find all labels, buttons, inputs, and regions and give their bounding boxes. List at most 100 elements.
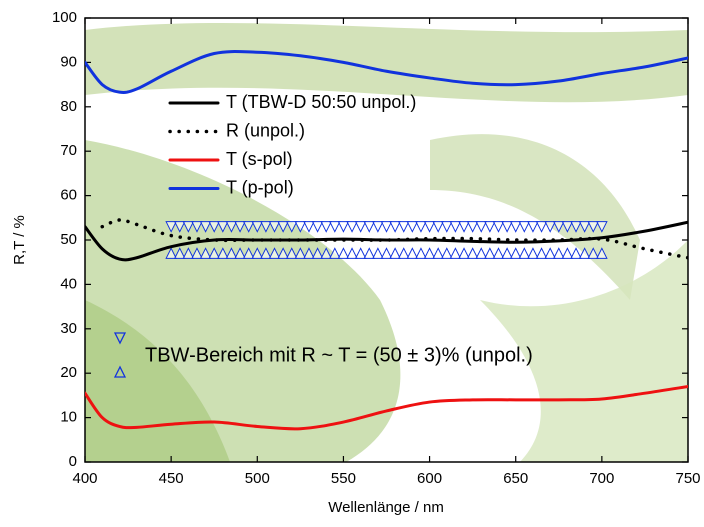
band-upper-marker	[182, 221, 195, 233]
band-lower-marker	[552, 247, 565, 259]
y-axis-label: R,T / %	[11, 215, 28, 265]
y-tick-label: 100	[52, 9, 77, 26]
band-lower-marker	[242, 247, 255, 259]
series-line	[100, 218, 688, 260]
band-lower-marker	[173, 247, 186, 259]
y-tick-label: 80	[60, 98, 77, 115]
legend-swatch	[113, 365, 127, 378]
band-upper-marker	[389, 221, 401, 233]
band-lower-marker	[570, 247, 582, 259]
background-decoration	[85, 18, 688, 462]
band-upper-marker	[173, 221, 186, 233]
band-lower-marker	[458, 247, 470, 259]
band-upper-marker	[337, 221, 350, 233]
band-upper-marker	[354, 221, 367, 233]
band-lower-marker	[423, 247, 436, 259]
band-upper-marker	[294, 221, 307, 233]
band-lower-marker	[303, 247, 315, 259]
x-tick-label: 450	[159, 470, 184, 487]
y-tick-label: 0	[69, 453, 77, 470]
band-upper-marker	[484, 221, 496, 233]
band-lower-marker	[587, 247, 600, 259]
legend-label: T (TBW-D 50:50 unpol.)	[226, 92, 416, 112]
y-tick-label: 70	[60, 142, 77, 159]
y-tick-label: 10	[60, 409, 77, 426]
band-upper-marker	[561, 221, 574, 233]
band-upper-marker	[596, 221, 608, 233]
band-upper-marker	[311, 221, 324, 233]
band-lower-marker	[329, 247, 341, 259]
band-upper-marker	[208, 221, 221, 233]
band-lower-marker	[234, 247, 246, 259]
band-lower-marker	[277, 247, 289, 259]
band-lower-marker	[225, 247, 238, 259]
band-lower-marker	[518, 247, 531, 259]
plot-layer	[85, 50, 688, 431]
band-lower-marker	[311, 247, 324, 259]
band-lower-marker	[372, 247, 384, 259]
band-lower-marker	[492, 247, 505, 259]
series-line	[85, 50, 688, 94]
band-upper-marker	[165, 221, 177, 233]
x-tick-label: 400	[72, 470, 97, 487]
band-upper-marker	[285, 221, 298, 233]
band-lower-marker	[466, 247, 479, 259]
band-lower-marker	[337, 247, 350, 259]
band-lower-marker	[561, 247, 574, 259]
x-axis-label: Wellenlänge / nm	[328, 499, 444, 516]
band-lower-marker	[484, 247, 496, 259]
band-lower-marker	[354, 247, 367, 259]
band-upper-marker	[475, 221, 488, 233]
band-upper-marker	[466, 221, 479, 233]
band-upper-marker	[423, 221, 436, 233]
band-lower-marker	[449, 247, 462, 259]
band-upper-marker	[268, 221, 281, 233]
band-lower-marker	[440, 247, 453, 259]
band-upper-marker	[346, 221, 358, 233]
band-lower-marker	[251, 247, 264, 259]
band-lower-marker	[509, 247, 522, 259]
band-upper-marker	[363, 221, 376, 233]
band-upper-marker	[397, 221, 410, 233]
y-tick-label: 20	[60, 364, 77, 381]
band-upper-marker	[535, 221, 548, 233]
band-upper-marker	[372, 221, 384, 233]
band-lower-marker	[285, 247, 298, 259]
band-upper-marker	[277, 221, 289, 233]
band-lower-marker	[535, 247, 548, 259]
band-lower-marker	[191, 247, 203, 259]
band-upper-marker	[415, 221, 427, 233]
band-upper-marker	[527, 221, 539, 233]
band-upper-marker	[544, 221, 556, 233]
band-lower-marker	[596, 247, 608, 259]
band-upper-marker	[509, 221, 522, 233]
band-upper-marker	[518, 221, 531, 233]
band-upper-marker	[458, 221, 470, 233]
band-upper-marker	[587, 221, 600, 233]
y-tick-label: 40	[60, 275, 77, 292]
band-lower-marker	[475, 247, 488, 259]
band-upper-marker	[242, 221, 255, 233]
band-upper-marker	[251, 221, 264, 233]
band-lower-marker	[320, 247, 333, 259]
band-upper-marker	[570, 221, 582, 233]
band-lower-marker	[578, 247, 591, 259]
legend-label: R (unpol.)	[226, 120, 305, 140]
band-lower-marker	[527, 247, 539, 259]
band-lower-marker	[165, 247, 177, 259]
band-upper-marker	[303, 221, 315, 233]
band-upper-marker	[449, 221, 462, 233]
band-lower-marker	[182, 247, 195, 259]
y-tick-label: 30	[60, 320, 77, 337]
band-upper-marker	[260, 221, 272, 233]
band-upper-marker	[217, 221, 229, 233]
legend-label: T (p-pol)	[226, 177, 294, 197]
legend-swatch	[113, 332, 127, 345]
band-lower-marker	[294, 247, 307, 259]
band-upper-marker	[199, 221, 212, 233]
band-upper-marker	[432, 221, 444, 233]
band-upper-marker	[492, 221, 505, 233]
band-lower-marker	[268, 247, 281, 259]
x-tick-label: 700	[589, 470, 614, 487]
